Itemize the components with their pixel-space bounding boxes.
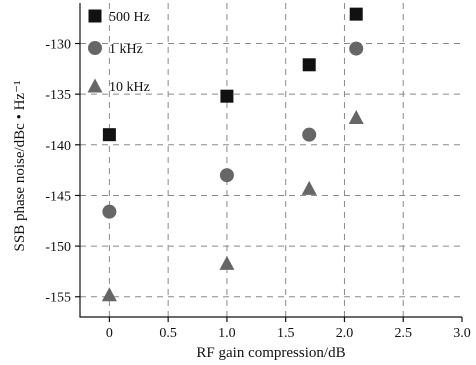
legend-item: 1 kHz: [88, 41, 143, 57]
y-axis-title: SSB phase noise/dBc • Hz⁻¹: [12, 81, 28, 252]
data-point-circle: [102, 204, 117, 219]
x-tick-label: 1.0: [218, 326, 236, 341]
legend-marker-circle: [88, 41, 102, 55]
legend-marker-square: [88, 9, 102, 23]
x-tick-label: 0: [106, 326, 113, 341]
data-point-triangle: [301, 180, 317, 195]
data-point-circle: [219, 168, 234, 183]
x-tick-label: 2.5: [394, 326, 412, 341]
legend-item: 10 kHz: [87, 78, 150, 95]
data-point-triangle: [101, 287, 117, 302]
y-tick-label: -155: [45, 291, 71, 306]
legend-label: 1 kHz: [109, 42, 143, 57]
data-point-triangle: [219, 255, 235, 270]
x-tick-label: 0.5: [159, 326, 177, 341]
ticks-layer: 0 0.5 1.0 1.5 2.0 2.5 3.0 -130 -135 -140 -145 -150 -…: [45, 38, 470, 341]
x-tick-label: 3.0: [453, 326, 471, 341]
x-tick-label: 2.0: [336, 326, 354, 341]
legend-item: 500 Hz: [88, 9, 150, 25]
data-point-triangle: [348, 109, 364, 124]
data-point-circle: [349, 41, 364, 56]
x-tick-label: 1.5: [277, 326, 295, 341]
data-point-square: [349, 7, 363, 21]
legend: 500 Hz 1 kHz 10 kHz: [87, 9, 150, 95]
data-point-square: [102, 128, 116, 142]
data-point-circle: [302, 127, 317, 142]
axes-layer: [79, 3, 462, 318]
data-point-square: [220, 89, 234, 103]
y-tick-label: -135: [45, 88, 71, 103]
y-tick-label: -140: [45, 139, 71, 154]
legend-label: 10 kHz: [109, 80, 150, 95]
y-tick-label: -150: [45, 240, 71, 255]
data-marks-layer: [101, 7, 364, 302]
y-tick-label: -130: [45, 38, 71, 53]
legend-label: 500 Hz: [109, 10, 150, 25]
data-point-square: [302, 58, 316, 72]
x-axis-title: RF gain compression/dB: [196, 345, 345, 361]
legend-marker-triangle: [87, 78, 103, 93]
grid-layer: [80, 3, 462, 317]
y-tick-label: -145: [45, 189, 71, 204]
